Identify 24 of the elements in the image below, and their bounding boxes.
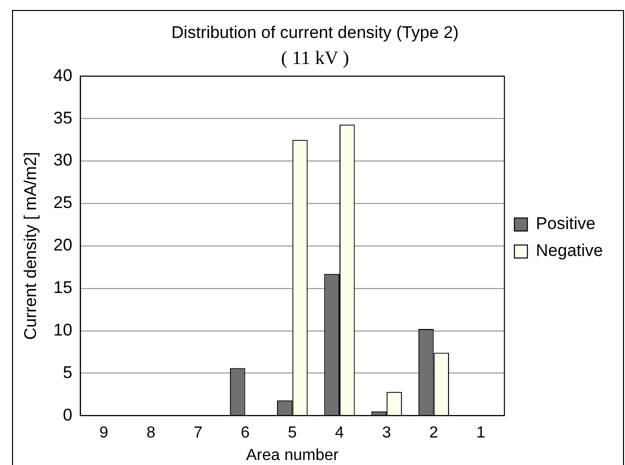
x-tick-label: 9 bbox=[99, 424, 108, 442]
legend-label: Positive bbox=[536, 214, 596, 234]
x-tick-label: 8 bbox=[146, 424, 156, 442]
x-axis-title: Area number bbox=[246, 446, 340, 464]
x-tick-label: 2 bbox=[429, 424, 438, 442]
y-tick-label: 40 bbox=[53, 66, 72, 85]
legend-label: Negative bbox=[536, 241, 604, 260]
chart-title: Distribution of current density (Type 2) bbox=[171, 22, 459, 42]
y-tick-label: 5 bbox=[62, 362, 72, 382]
y-axis-title: Current density [ mA/m2] bbox=[20, 152, 40, 340]
chart-subtitle: ( 11 kV ) bbox=[280, 48, 350, 69]
x-tick-label: 6 bbox=[240, 424, 250, 442]
y-tick-label: 15 bbox=[53, 278, 72, 298]
x-tick-label: 3 bbox=[382, 424, 392, 442]
x-tick-label: 1 bbox=[476, 424, 486, 442]
x-tick-label: 4 bbox=[335, 424, 344, 442]
y-tick-label: 30 bbox=[53, 150, 72, 170]
y-tick-label: 25 bbox=[53, 193, 72, 212]
y-tick-label: 20 bbox=[53, 236, 72, 255]
y-tick-label: 35 bbox=[53, 108, 72, 128]
y-tick-label: 0 bbox=[62, 405, 72, 424]
x-tick-label: 7 bbox=[194, 424, 203, 442]
y-tick-label: 10 bbox=[53, 320, 72, 340]
x-tick-label: 5 bbox=[288, 424, 297, 442]
